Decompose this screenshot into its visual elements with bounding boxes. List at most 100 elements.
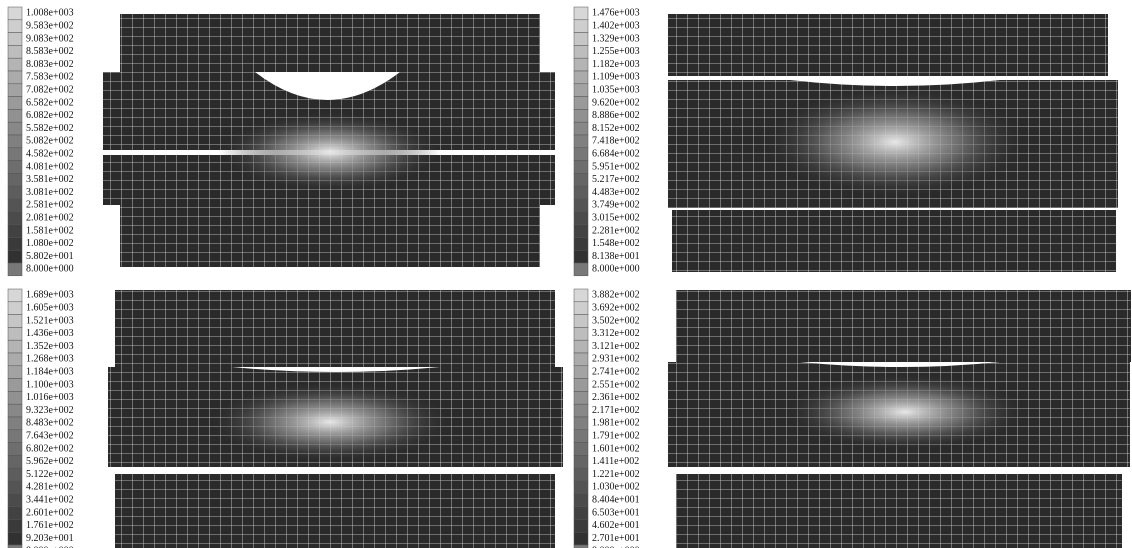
legend-label: 1.080e+002 <box>26 238 74 249</box>
legend-label: 8.138e+001 <box>592 251 640 262</box>
legend-swatch <box>8 122 22 135</box>
legend-swatch <box>574 443 588 456</box>
legend-label: 9.203e+001 <box>26 533 74 544</box>
stress-glow <box>765 87 1025 197</box>
lower-block-mesh <box>120 205 540 267</box>
legend-label: 1.402e+003 <box>592 20 640 31</box>
legend-swatch <box>574 353 588 366</box>
legend-swatch <box>574 199 588 212</box>
legend-swatch <box>574 135 588 148</box>
legend-swatch <box>8 84 22 97</box>
legend-label: 1.352e+003 <box>26 341 74 352</box>
legend-swatch <box>8 71 22 84</box>
panel: 1.008e+0039.583e+0029.083e+0028.583e+002… <box>8 7 555 276</box>
legend-label: 4.602e+001 <box>592 520 640 531</box>
legend-swatch <box>8 199 22 212</box>
legend-swatch <box>574 302 588 315</box>
legend-swatch <box>574 340 588 353</box>
legend-swatch <box>574 237 588 250</box>
legend-swatch <box>574 519 588 532</box>
legend-swatch <box>574 97 588 110</box>
legend-swatch <box>574 7 588 20</box>
legend-swatch <box>574 250 588 263</box>
legend-label: 1.008e+003 <box>26 8 74 19</box>
panel: 1.689e+0031.605e+0031.521e+0031.436e+003… <box>8 289 563 548</box>
legend-swatch <box>574 391 588 404</box>
legend-swatch <box>8 417 22 430</box>
legend-label: 1.548e+002 <box>592 238 640 249</box>
legend-label: 1.184e+003 <box>26 366 74 377</box>
legend-label: 6.684e+002 <box>592 148 640 159</box>
legend-label: 8.583e+002 <box>26 46 74 57</box>
legend-label: 1.581e+002 <box>26 225 74 236</box>
legend-label: 7.583e+002 <box>26 72 74 83</box>
legend-label: 5.951e+002 <box>592 161 640 172</box>
legend-swatch <box>574 289 588 302</box>
legend-label: 1.182e+003 <box>592 59 640 70</box>
legend-swatch <box>8 45 22 58</box>
legend-swatch <box>574 481 588 494</box>
legend-swatch <box>8 97 22 110</box>
legend-swatch <box>574 315 588 328</box>
legend-label: 1.981e+002 <box>592 418 640 429</box>
legend-label: 1.791e+002 <box>592 430 640 441</box>
legend-swatch <box>8 404 22 417</box>
legend-label: 3.749e+002 <box>592 200 640 211</box>
legend-swatch <box>8 366 22 379</box>
legend-swatch <box>8 58 22 71</box>
legend-label: 2.741e+002 <box>592 366 640 377</box>
legend-label: 8.483e+002 <box>26 418 74 429</box>
legend-swatch <box>8 468 22 481</box>
stress-glow <box>785 374 1025 450</box>
legend-label: 2.361e+002 <box>592 392 640 403</box>
legend-label: 5.082e+002 <box>26 136 74 147</box>
legend-swatch <box>574 379 588 392</box>
legend-label: 2.551e+002 <box>592 379 640 390</box>
legend-label: 1.601e+002 <box>592 443 640 454</box>
legend-label: 6.802e+002 <box>26 443 74 454</box>
legend-swatch <box>574 84 588 97</box>
legend-label: 9.620e+002 <box>592 97 640 108</box>
legend-label: 5.582e+002 <box>26 123 74 134</box>
figure: 1.008e+0039.583e+0029.083e+0028.583e+002… <box>0 0 1132 548</box>
legend-label: 5.802e+001 <box>26 251 74 262</box>
legend-label: 1.605e+003 <box>26 302 74 313</box>
legend-swatch <box>574 225 588 238</box>
legend-swatch <box>574 404 588 417</box>
legend-label: 1.016e+003 <box>26 392 74 403</box>
legend-swatch <box>8 507 22 520</box>
legend-swatch <box>8 148 22 161</box>
upper-block-mesh <box>120 14 540 74</box>
legend-swatch <box>8 519 22 532</box>
legend-swatch <box>574 468 588 481</box>
legend-label: 2.601e+002 <box>26 507 74 518</box>
legend-swatch <box>574 122 588 135</box>
lower-block-mesh <box>115 474 555 548</box>
legend-swatch <box>8 379 22 392</box>
legend-swatch <box>8 327 22 340</box>
legend-swatch <box>574 263 588 276</box>
legend-label: 7.643e+002 <box>26 430 74 441</box>
legend-label: 1.030e+002 <box>592 482 640 493</box>
legend-label: 8.000e+000 <box>592 264 640 275</box>
legend-swatch <box>574 430 588 443</box>
stress-glow <box>210 382 450 462</box>
legend-label: 1.221e+002 <box>592 469 640 480</box>
upper-block-mesh <box>668 14 1108 76</box>
legend-label: 1.255e+003 <box>592 46 640 57</box>
legend-label: 9.583e+002 <box>26 20 74 31</box>
legend-label: 1.100e+003 <box>26 379 74 390</box>
legend-label: 8.404e+001 <box>592 494 640 505</box>
legend-label: 1.689e+003 <box>26 290 74 301</box>
legend-swatch <box>8 225 22 238</box>
legend-label: 7.082e+002 <box>26 84 74 95</box>
legend-swatch <box>8 173 22 186</box>
legend-swatch <box>8 443 22 456</box>
legend-swatch <box>574 417 588 430</box>
legend-swatch <box>8 7 22 20</box>
legend-label: 3.441e+002 <box>26 494 74 505</box>
legend-swatch <box>8 391 22 404</box>
legend-swatch <box>8 481 22 494</box>
panel: 3.882e+0023.692e+0023.502e+0023.312e+002… <box>574 289 1131 548</box>
legend-swatch <box>8 263 22 276</box>
